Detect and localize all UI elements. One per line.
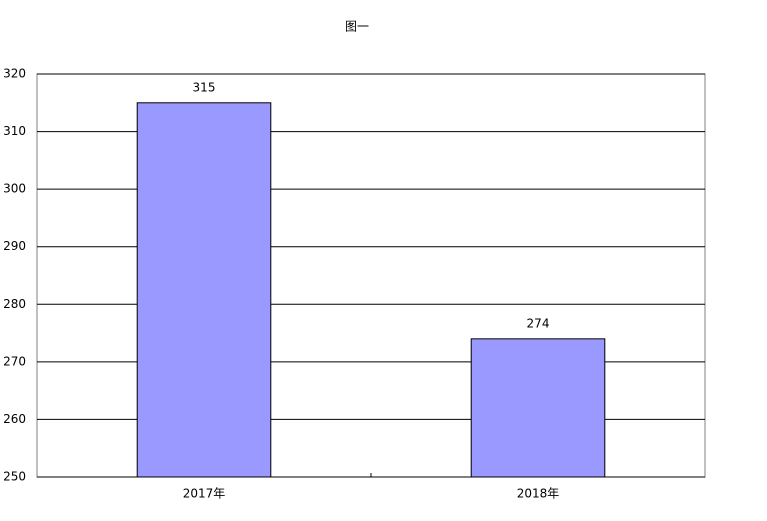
bar xyxy=(136,102,272,478)
x-tick-label: 2018年 xyxy=(517,487,560,501)
y-tick-label: 260 xyxy=(3,412,26,426)
y-tick-label: 320 xyxy=(3,67,26,81)
y-tick-label: 270 xyxy=(3,354,26,368)
x-tick-label: 2017年 xyxy=(183,487,226,501)
y-tick-label: 290 xyxy=(3,239,26,253)
y-tick-label: 310 xyxy=(3,124,26,138)
chart-title: 图一 xyxy=(345,20,369,34)
y-tick-label: 300 xyxy=(3,182,26,196)
value-label: 315 xyxy=(193,80,216,94)
y-tick-label: 280 xyxy=(3,297,26,311)
value-label: 274 xyxy=(527,316,550,330)
y-tick-label: 250 xyxy=(3,470,26,484)
bar xyxy=(470,338,606,478)
